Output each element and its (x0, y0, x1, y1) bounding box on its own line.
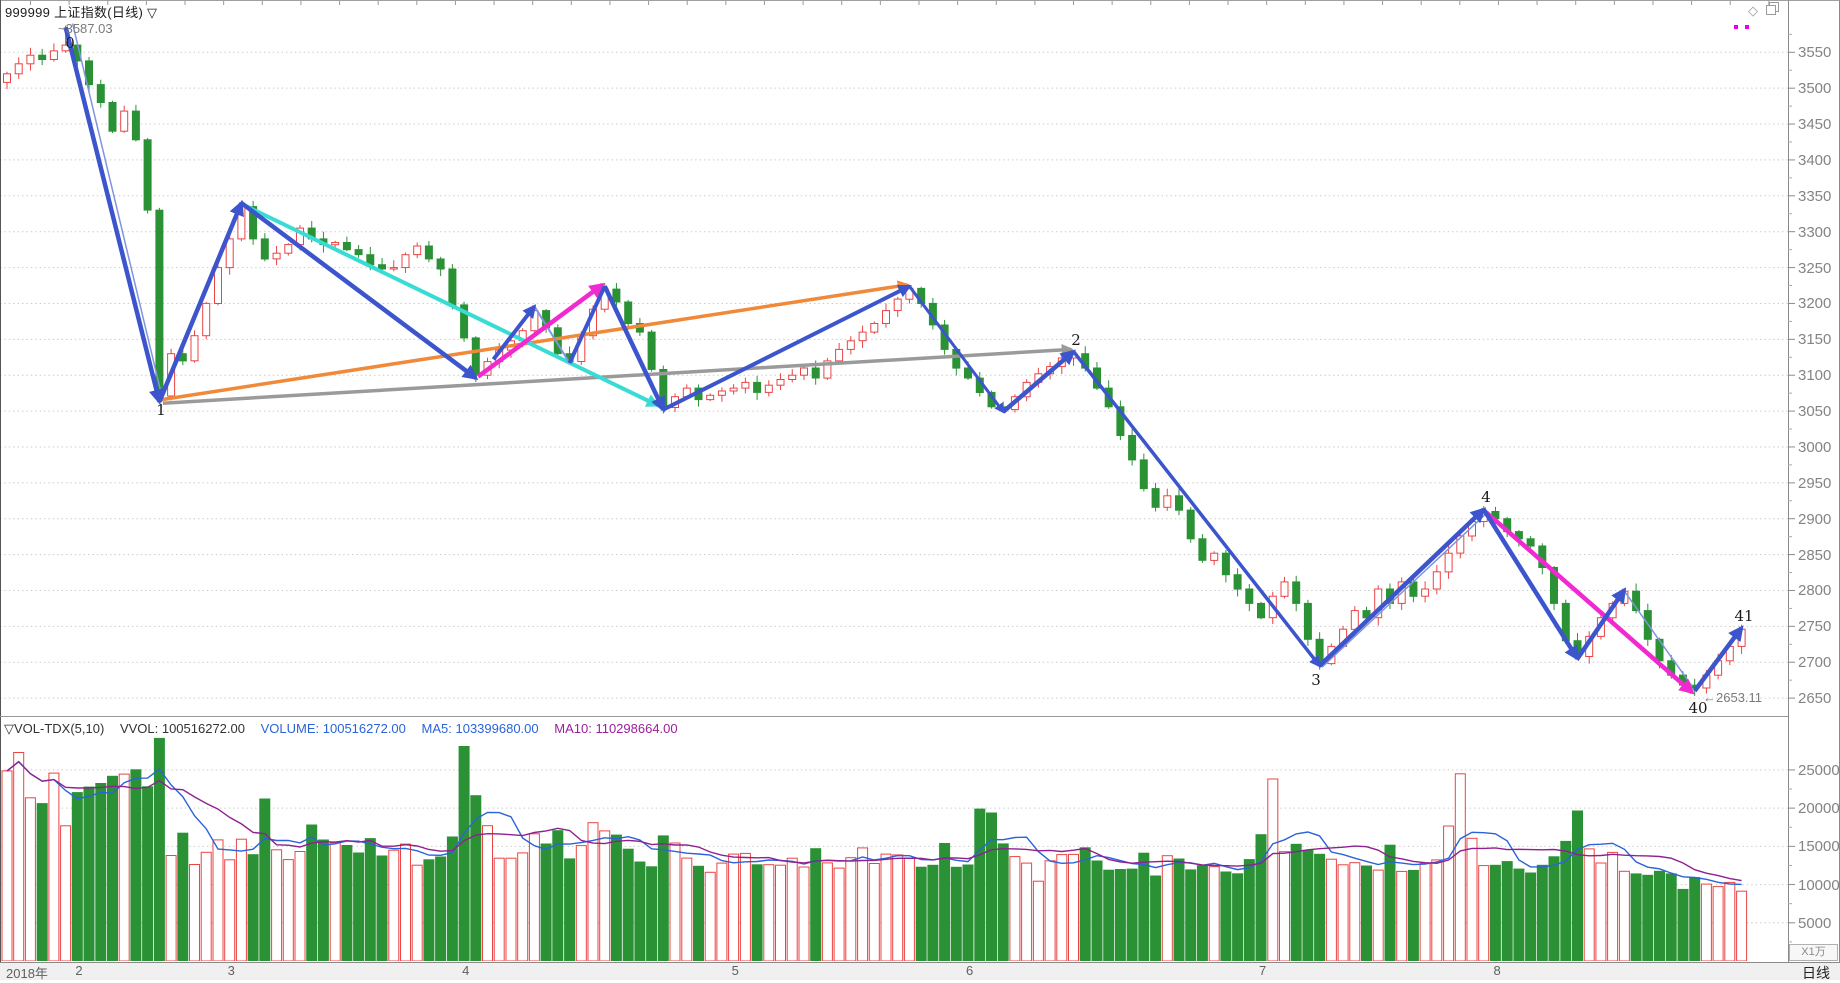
trend-line-blue (1072, 350, 1322, 668)
volume-unit-box: X1万 (1789, 944, 1838, 961)
trend-line-orange (161, 280, 910, 402)
copy-icon[interactable] (1766, 2, 1779, 20)
price-tick-label: 3200 (1798, 295, 1832, 313)
trend-line-blue (1001, 349, 1076, 414)
ma10-value: MA10: 110298664.00 (554, 721, 678, 736)
low-price-annotation: ←2653.11 (1703, 690, 1763, 705)
timeline-bar (0, 962, 1840, 980)
ma-dot-icon (1734, 25, 1738, 29)
volume-tick-label: 25000 (1798, 761, 1840, 779)
diamond-icon[interactable]: ◇ (1748, 3, 1758, 18)
price-tick-label: 3400 (1798, 151, 1832, 169)
month-label: 5 (731, 963, 739, 978)
chart-title[interactable]: 999999 上证指数(日线) ▽ (5, 5, 158, 20)
candlesticks (3, 25, 1746, 696)
high-price-annotation: ~3587.03 (58, 21, 113, 36)
trend-line-blue (1318, 507, 1486, 668)
trend-line-blue_thin (1321, 513, 1487, 668)
volume-value: VOLUME: 100516272.00 (260, 721, 406, 736)
price-tick-label: 3250 (1798, 259, 1832, 277)
price-tick-label: 2750 (1798, 618, 1832, 636)
trend-line-blue (491, 304, 537, 361)
trend-line-blue (567, 285, 607, 364)
trend-line-blue (63, 26, 164, 405)
pivot-label: 41 (1734, 607, 1754, 625)
price-tick-label: 3100 (1798, 367, 1832, 385)
month-label: 2 (75, 963, 83, 978)
trend-line-blue_thin (71, 23, 163, 396)
price-tick-label: 2800 (1798, 582, 1832, 600)
price-tick-label: 3150 (1798, 331, 1832, 349)
vvol-value: VVOL: 100516272.00 (119, 721, 245, 736)
month-label: 7 (1259, 963, 1267, 978)
volume-bars (1, 737, 1748, 961)
trend-line-blue (1692, 625, 1744, 693)
price-tick-label: 2850 (1798, 546, 1832, 564)
trend-line-blue (1575, 587, 1627, 660)
pivot-label: 3 (1311, 671, 1321, 689)
price-tick-label: 3450 (1798, 116, 1832, 134)
price-tick-label: 3050 (1798, 403, 1832, 421)
month-label: 2018年 (6, 966, 48, 981)
price-tick-label: 3500 (1798, 80, 1832, 98)
price-tick-label: 3000 (1798, 438, 1832, 456)
vol-indicator-label[interactable]: ▽VOL-TDX(5,10) (4, 721, 105, 736)
price-tick-label: 3300 (1798, 223, 1832, 241)
ma-dot-icon (1745, 25, 1749, 29)
pivot-label: 0 (65, 34, 75, 52)
price-tick-label: 2650 (1798, 690, 1832, 708)
trend-line-blue (662, 284, 912, 412)
price-tick-label: 2900 (1798, 510, 1832, 528)
trend-line-magenta (1484, 510, 1695, 695)
volume-tick-label: 15000 (1798, 838, 1840, 856)
trend-line-blue_thin (533, 305, 571, 364)
volume-tick-label: 10000 (1798, 876, 1840, 894)
price-tick-label: 3350 (1798, 187, 1832, 205)
period-selector[interactable]: 日线 (1802, 965, 1830, 981)
trend-line-gray (162, 344, 1074, 405)
pivot-label: 1 (156, 401, 166, 419)
month-label: 6 (966, 963, 974, 978)
trend-line-blue_thin (1623, 590, 1693, 688)
month-label: 3 (227, 963, 235, 978)
month-label: 4 (462, 963, 470, 978)
price-tick-label: 3550 (1798, 44, 1832, 62)
trend-line-cyan (241, 202, 661, 408)
price-tick-label: 2950 (1798, 474, 1832, 492)
trend-line-magenta (476, 282, 605, 379)
trend-line-blue (908, 285, 1005, 414)
price-tick-label: 2700 (1798, 654, 1832, 672)
gridlines (0, 51, 1788, 924)
titlebar-icons: ◇ (1748, 2, 1779, 20)
drawing-lines[interactable] (63, 23, 1744, 695)
volume-tick-label: 20000 (1798, 800, 1840, 818)
month-label: 8 (1493, 963, 1501, 978)
ma5-value: MA5: 103399680.00 (421, 721, 539, 736)
volume-tick-label: 5000 (1798, 914, 1832, 932)
trend-line-blue (157, 200, 244, 403)
volume-indicator-header: ▽VOL-TDX(5,10) VVOL: 100516272.00 VOLUME… (4, 721, 690, 737)
pivot-label: 40 (1688, 699, 1708, 717)
trend-line-blue (240, 201, 479, 380)
volume-ma-lines (6, 760, 1742, 886)
pivot-label: 4 (1481, 488, 1491, 506)
pivot-label: 2 (1071, 331, 1081, 349)
trend-line-blue (1481, 508, 1580, 662)
trend-line-blue (602, 285, 666, 413)
